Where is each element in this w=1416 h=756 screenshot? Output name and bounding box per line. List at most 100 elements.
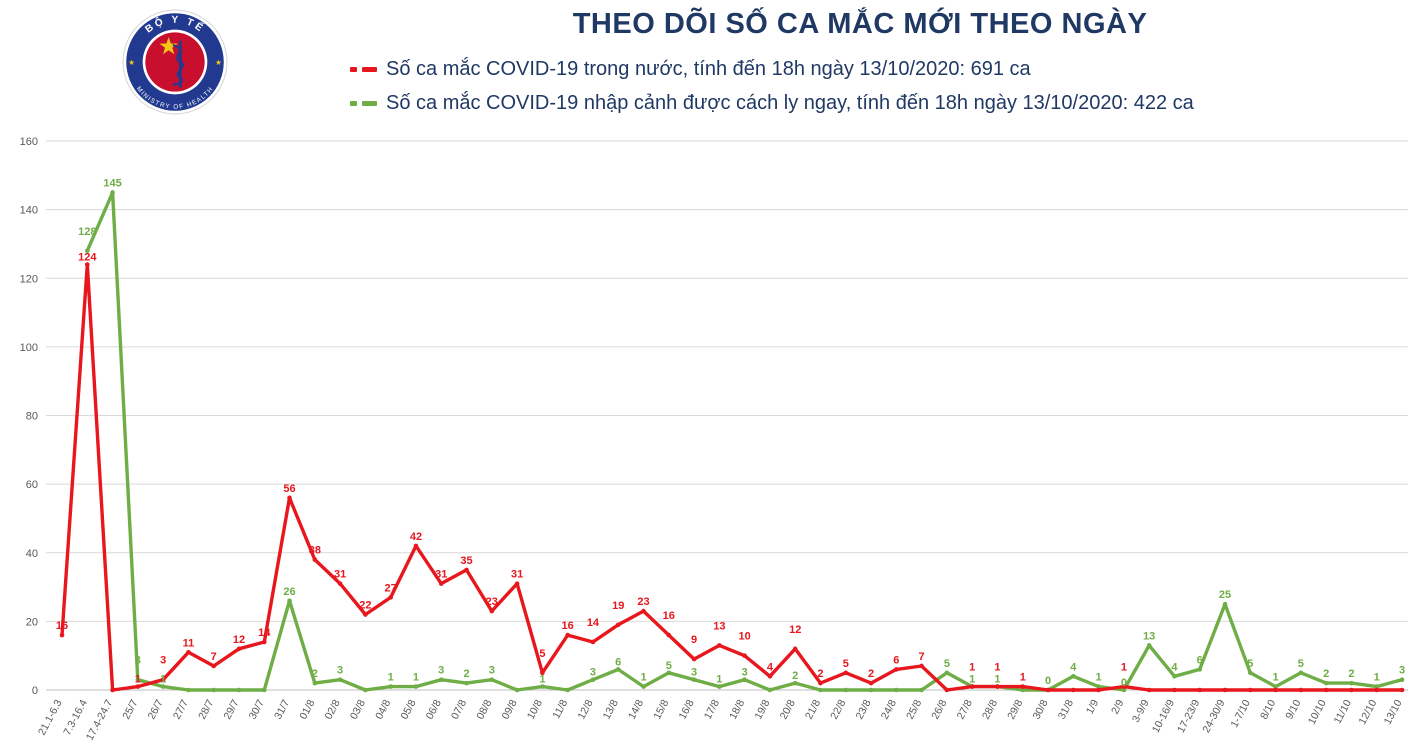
imported-point-marker: [894, 687, 899, 693]
x-axis-tick-label: 28/7: [196, 698, 216, 722]
domestic-point-marker: [944, 687, 950, 693]
point-value-label: 5: [539, 648, 545, 660]
point-value-label: 38: [309, 545, 321, 557]
point-value-label: 7: [211, 651, 217, 663]
point-value-label: 13: [1143, 630, 1155, 642]
domestic-point-marker: [261, 639, 267, 645]
imported-point-marker: [413, 684, 419, 689]
point-value-label: 1: [1020, 672, 1026, 684]
y-axis-tick-label: 60: [26, 479, 38, 491]
imported-point-marker: [641, 684, 646, 689]
point-value-label: 1: [969, 662, 975, 674]
domestic-point-marker: [287, 495, 292, 501]
domestic-point-marker: [995, 684, 1000, 689]
logo-red-disc: [145, 32, 205, 92]
domestic-point-marker: [489, 608, 495, 614]
imported-point-marker: [160, 684, 166, 689]
domestic-point-marker: [1349, 687, 1354, 693]
point-value-label: 16: [562, 620, 574, 632]
x-axis-tick-label: 3-9/9: [1130, 698, 1152, 725]
x-axis-tick-label: 11/8: [550, 698, 570, 721]
domestic-point-marker: [438, 581, 444, 586]
domestic-point-marker: [666, 632, 672, 638]
domestic-point-marker: [84, 262, 90, 267]
x-axis-tick-label: 22/8: [828, 698, 848, 722]
moh-logo: BỘ Y TẾ MINISTRY OF HEALTH ★ ★: [122, 6, 228, 118]
domestic-point-marker: [211, 663, 216, 669]
moh-logo-emblem: BỘ Y TẾ MINISTRY OF HEALTH ★ ★: [122, 9, 228, 115]
domestic-point-marker: [236, 646, 242, 652]
point-value-label: 1: [539, 674, 545, 686]
point-value-label: 31: [511, 569, 523, 581]
point-value-label: 14: [587, 617, 600, 629]
imported-point-marker: [717, 684, 722, 689]
domestic-point-marker: [742, 653, 747, 658]
point-value-label: 31: [435, 569, 447, 581]
domestic-point-marker: [388, 595, 393, 600]
point-value-label: 5: [944, 658, 950, 670]
domestic-point-marker: [413, 543, 419, 549]
point-value-label: 2: [868, 668, 874, 680]
imported-point-marker: [312, 680, 318, 686]
x-axis-tick-label: 06/8: [424, 698, 444, 722]
point-value-label: 1: [716, 674, 722, 686]
domestic-point-marker: [312, 557, 318, 562]
point-value-label: 3: [742, 667, 748, 679]
imported-point-marker: [388, 684, 393, 689]
y-axis-tick-label: 0: [32, 685, 38, 697]
legend-dash-icon: [350, 101, 377, 106]
domestic-point-marker: [818, 680, 823, 686]
domestic-point-marker: [1374, 687, 1380, 693]
legend-dash-icon: [350, 67, 377, 72]
domestic-point-marker: [1323, 687, 1329, 693]
point-value-label: 3: [135, 655, 141, 667]
imported-point-marker: [1399, 677, 1405, 683]
x-axis-tick-label: 07/8: [449, 698, 469, 722]
point-value-label: 2: [817, 668, 823, 680]
domestic-point-marker: [717, 643, 722, 648]
domestic-point-marker: [919, 663, 924, 669]
imported-point-marker: [1273, 684, 1278, 689]
x-axis-tick-label: 25/8: [904, 698, 924, 722]
imported-point-marker: [1172, 673, 1177, 679]
point-value-label: 3: [691, 667, 697, 679]
domestic-point-marker: [1222, 687, 1228, 693]
x-axis-tick-label: 28/8: [980, 698, 1000, 722]
x-axis-tick-label: 01/8: [297, 698, 317, 722]
point-value-label: 31: [334, 569, 346, 581]
imported-point-marker: [919, 687, 924, 693]
y-axis-tick-label: 100: [20, 342, 38, 354]
domestic-point-marker: [1399, 687, 1405, 693]
x-axis-tick-label: 04/8: [373, 698, 393, 722]
domestic-point-marker: [565, 632, 570, 638]
domestic-point-marker: [1248, 687, 1253, 693]
point-value-label: 12: [789, 624, 801, 636]
y-axis-tick-label: 160: [20, 136, 38, 148]
x-axis-tick-label: 26/8: [929, 698, 949, 722]
imported-point-marker: [590, 677, 596, 683]
domestic-point-marker: [615, 622, 621, 628]
imported-point-marker: [1298, 670, 1304, 676]
x-axis-tick-label: 29/8: [1005, 698, 1025, 722]
point-value-label: 23: [486, 596, 498, 608]
imported-point-marker: [236, 687, 242, 693]
domestic-point-marker: [1020, 684, 1026, 689]
x-axis-tick-label: 09/8: [500, 698, 520, 722]
domestic-point-marker: [1121, 684, 1127, 689]
x-axis-tick-label: 08/8: [474, 698, 494, 722]
point-value-label: 0: [1045, 675, 1051, 687]
imported-point-marker: [1349, 680, 1354, 686]
x-axis-tick-label: 2/9: [1109, 698, 1127, 717]
domestic-point-marker: [1146, 687, 1152, 693]
domestic-point-marker: [1298, 687, 1304, 693]
x-axis-tick-label: 31/8: [1056, 698, 1076, 722]
point-value-label: 9: [691, 634, 697, 646]
domestic-point-marker: [894, 667, 899, 672]
imported-point-marker: [843, 687, 849, 693]
x-axis-tick-label: 10/8: [525, 698, 545, 722]
imported-point-marker: [1374, 684, 1380, 689]
point-value-label: 4: [1171, 661, 1178, 673]
point-value-label: 2: [463, 668, 469, 680]
imported-point-marker: [868, 687, 874, 693]
domestic-point-marker: [1096, 687, 1101, 693]
